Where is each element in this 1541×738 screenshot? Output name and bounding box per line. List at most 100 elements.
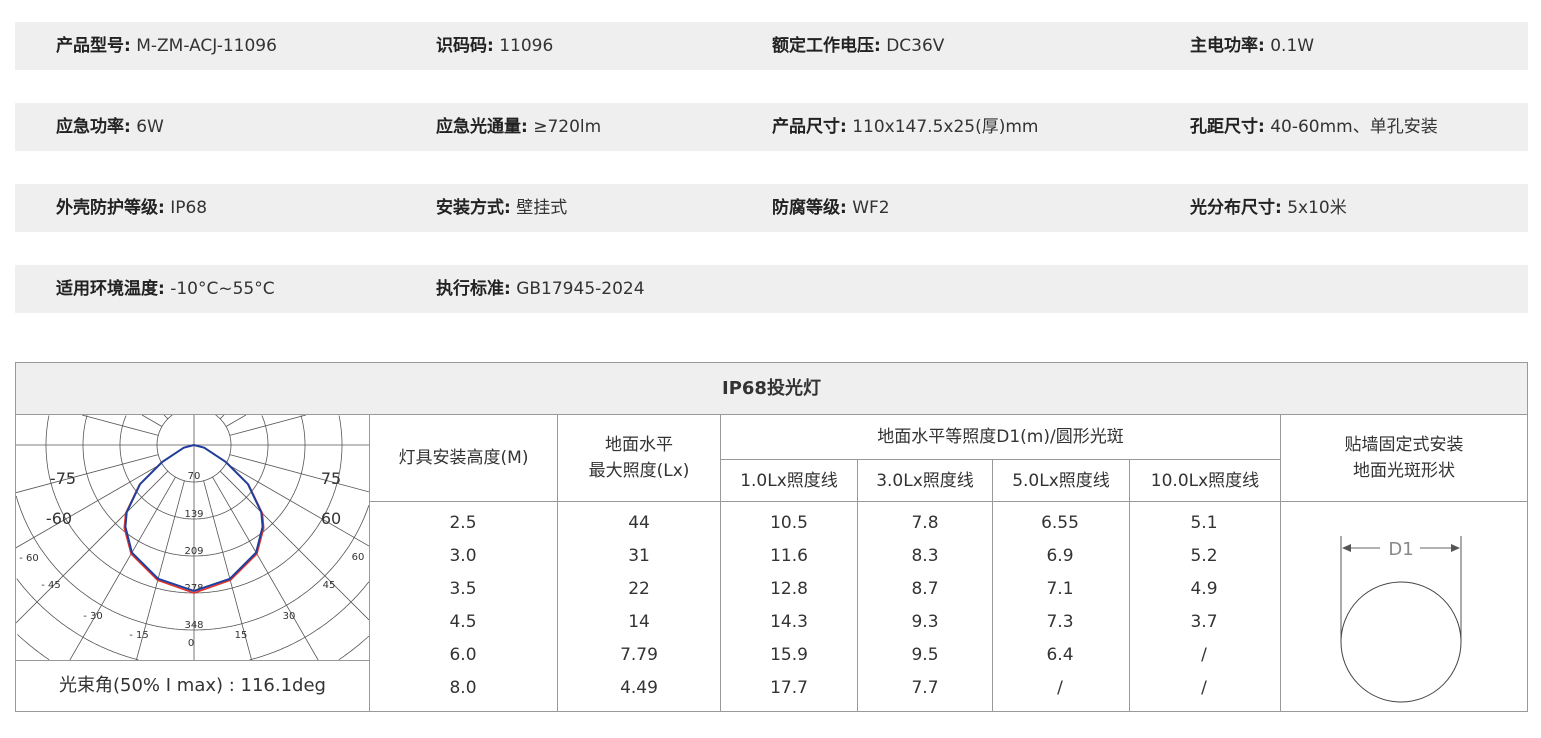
arrow-right-icon <box>1451 544 1460 552</box>
spec-value: ≥720lm <box>533 117 602 137</box>
angle-label-large: 60 <box>321 509 341 528</box>
polar-spoke <box>219 415 225 420</box>
spec-value: IP68 <box>170 198 208 218</box>
spec-label: 孔距尺寸: <box>1190 117 1265 137</box>
polar-spoke <box>141 415 163 427</box>
spec-value: M-ZM-ACJ-11096 <box>136 36 277 56</box>
ring-label: 209 <box>184 546 203 557</box>
spec-label: 产品尺寸: <box>772 117 847 137</box>
angle-label-small: - 15 <box>129 630 149 641</box>
header-group: 地面水平等照度D1(m)/圆形光斑 <box>877 427 1124 447</box>
spec-row <box>15 22 1528 70</box>
header-3lx: 3.0Lx照度线 <box>876 470 974 491</box>
spec-item: 主电功率: 0.1W <box>1190 36 1314 56</box>
spec-value: 壁挂式 <box>516 198 568 218</box>
spec-row <box>15 265 1528 313</box>
spec-value: 40-60mm、单孔安装 <box>1270 117 1438 137</box>
polar-spoke <box>203 480 252 660</box>
spec-item: 执行标准: GB17945-2024 <box>436 279 645 299</box>
angle-label-small: 0 <box>188 638 194 649</box>
arrow-left-icon <box>1342 544 1351 552</box>
spec-value: WF2 <box>852 198 890 218</box>
angle-label-small: - 45 <box>41 580 61 591</box>
header-max-lux-line2: 最大照度(Lx) <box>588 461 690 481</box>
polar-spoke <box>81 415 159 436</box>
spec-item: 额定工作电压: DC36V <box>772 36 944 56</box>
polar-ring <box>119 415 269 520</box>
angle-label-large: -75 <box>50 469 76 488</box>
spec-label: 安装方式: <box>436 198 511 218</box>
spec-label: 适用环境温度: <box>56 279 165 299</box>
spec-label: 额定工作电压: <box>772 36 881 56</box>
spec-label: 防腐等级: <box>772 198 847 218</box>
spec-value: -10°C~55°C <box>170 279 275 299</box>
spec-item: 产品尺寸: 110x147.5x25(厚)mm <box>772 117 1038 137</box>
polar-spoke <box>225 415 247 427</box>
spec-item: 应急光通量: ≥720lm <box>436 117 601 137</box>
header-max-lux-line1: 地面水平 <box>605 435 673 455</box>
spec-item: 光分布尺寸: 5x10米 <box>1190 198 1347 218</box>
header-1lx: 1.0Lx照度线 <box>740 470 838 491</box>
spot-circle <box>1340 581 1462 703</box>
spec-item: 安装方式: 壁挂式 <box>436 198 567 218</box>
spec-item: 外壳防护等级: IP68 <box>56 198 207 218</box>
polar-spoke <box>16 463 163 549</box>
polar-ring <box>45 415 343 594</box>
spec-item: 防腐等级: WF2 <box>772 198 890 218</box>
spot-shape-diagram: D1 <box>1340 536 1462 703</box>
angle-label-small: 15 <box>235 630 248 641</box>
header-shape-line1: 贴墙固定式安装 <box>1344 435 1464 455</box>
polar-spoke <box>229 454 369 493</box>
angle-label-small: 45 <box>323 580 336 591</box>
spec-label: 光分布尺寸: <box>1190 198 1282 218</box>
angle-label-small: - 30 <box>83 611 103 622</box>
polar-spoke <box>212 476 319 660</box>
spec-value: 0.1W <box>1270 36 1315 56</box>
spec-item: 产品型号: M-ZM-ACJ-11096 <box>56 36 277 56</box>
spec-label: 应急功率: <box>56 117 131 137</box>
angle-label-large: 75 <box>321 469 341 488</box>
photometric-table: IP68投光灯 70 139 209 278 348 -75 75 -60 60 - 60 60 - … <box>15 362 1528 712</box>
spec-value: 6W <box>136 117 164 137</box>
spec-item: 识码码: 11096 <box>436 36 553 56</box>
polar-light-distribution-chart: 70 139 209 278 348 -75 75 -60 60 - 60 60 - 45 45 - 30… <box>16 415 369 660</box>
polar-spoke <box>136 480 185 660</box>
polar-spoke <box>16 454 159 494</box>
polar-spoke <box>163 415 169 420</box>
spec-value: GB17945-2024 <box>516 279 645 299</box>
polar-spoke <box>69 476 176 660</box>
angle-label-small: 30 <box>283 611 296 622</box>
header-5lx: 5.0Lx照度线 <box>1012 470 1110 491</box>
ring-label: 348 <box>184 620 203 631</box>
header-shape-line2: 地面光斑形状 <box>1353 461 1455 481</box>
ring-label: 139 <box>184 509 203 520</box>
spec-label: 产品型号: <box>56 36 131 56</box>
polar-ring <box>82 415 306 557</box>
header-10lx: 10.0Lx照度线 <box>1150 470 1260 491</box>
spec-value: 5x10米 <box>1287 198 1347 218</box>
polar-spoke <box>219 470 369 621</box>
polar-spoke <box>16 470 169 624</box>
spec-item: 适用环境温度: -10°C~55°C <box>56 279 275 299</box>
table-title: IP68投光灯 <box>16 363 1527 414</box>
spec-value: DC36V <box>886 36 945 56</box>
header-height: 灯具安装高度(M) <box>398 448 529 468</box>
ring-label: 70 <box>188 471 201 482</box>
polar-ring <box>16 578 369 660</box>
spec-item: 应急功率: 6W <box>56 117 164 137</box>
spec-label: 执行标准: <box>436 279 511 299</box>
spec-label: 外壳防护等级: <box>56 198 165 218</box>
spec-label: 识码码: <box>436 36 494 56</box>
angle-label-large: -60 <box>46 509 72 528</box>
spec-label: 应急光通量: <box>436 117 528 137</box>
angle-label-small: - 60 <box>19 553 39 564</box>
spec-row <box>15 184 1528 232</box>
polar-spoke <box>225 463 369 547</box>
polar-spoke <box>229 415 307 436</box>
polar-ring <box>16 495 369 631</box>
ring-label: 278 <box>184 583 203 594</box>
spec-value: 11096 <box>499 36 554 56</box>
spec-value: 110x147.5x25(厚)mm <box>852 117 1039 137</box>
spot-label: D1 <box>1388 539 1413 560</box>
spec-label: 主电功率: <box>1190 36 1265 56</box>
